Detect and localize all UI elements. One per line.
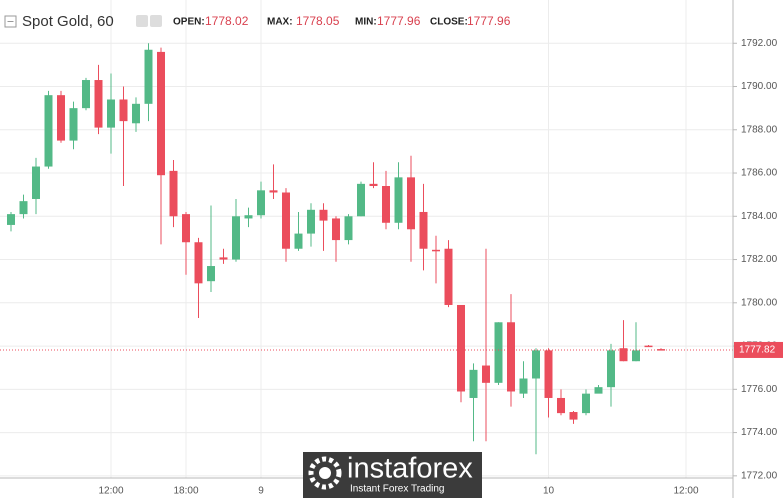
x-tick-label: 12:00	[98, 486, 123, 497]
candle-body	[19, 201, 28, 215]
candle-body	[32, 166, 40, 199]
candle-body	[357, 183, 365, 217]
candle-body	[482, 365, 490, 383]
candle-body	[407, 177, 415, 230]
candle-body	[469, 369, 478, 398]
candle-body	[282, 192, 290, 249]
candle-body	[207, 266, 215, 282]
watermark-logo-core	[319, 467, 331, 479]
candle-body	[169, 170, 178, 217]
collapse-icon[interactable]	[4, 15, 17, 28]
candle-body	[44, 95, 53, 167]
candle-body	[69, 108, 78, 141]
y-tick-label: 1792.00	[741, 38, 778, 49]
y-tick-label: 1784.00	[741, 211, 778, 222]
candle-body	[644, 345, 653, 348]
watermark-tagline: Instant Forex Trading	[350, 484, 445, 495]
candle-body	[457, 304, 465, 392]
candle-body	[219, 257, 228, 260]
candle-body	[607, 350, 615, 388]
candle-body	[319, 209, 328, 221]
header: Spot Gold, 60	[4, 13, 162, 30]
candle-body	[507, 322, 515, 392]
y-tick-label: 1776.00	[741, 384, 778, 395]
candle-body	[269, 190, 278, 193]
candle-body	[182, 214, 190, 243]
ohlc-fields: OPEN: 1778.02 MAX: 1778.05 MIN: 1777.96 CLOSE:…	[173, 14, 511, 28]
candle-body	[94, 80, 103, 128]
candle-body	[582, 393, 590, 414]
candle-body	[494, 322, 503, 383]
candle-body	[332, 218, 340, 241]
x-tick-label: 10	[543, 486, 555, 497]
icon[interactable]	[136, 15, 148, 27]
y-tick-label: 1790.00	[741, 81, 778, 92]
field-label: OPEN:	[173, 17, 205, 28]
field-value: 1778.05	[296, 14, 340, 28]
candle-body	[194, 242, 203, 284]
candle-body	[569, 412, 578, 420]
candle-body	[157, 51, 165, 176]
y-tick-label: 1772.00	[741, 470, 778, 481]
candle-body	[369, 183, 378, 187]
candle-body	[119, 99, 128, 122]
y-tick-label: 1780.00	[741, 297, 778, 308]
candle-body	[419, 211, 428, 249]
field-label: MIN:	[355, 17, 377, 28]
axes: 1772.001774.001776.001778.001780.001782.…	[98, 38, 783, 497]
candle-body	[632, 350, 640, 362]
candle-body	[294, 233, 303, 249]
candle-body	[344, 216, 353, 241]
candle-body	[232, 216, 240, 260]
candle-body	[394, 177, 403, 223]
x-tick-label: 12:00	[673, 486, 698, 497]
x-tick-label: 9	[258, 486, 264, 497]
candle-body	[432, 249, 440, 252]
candle-body	[257, 190, 265, 216]
y-tick-label: 1786.00	[741, 168, 778, 179]
candle-body	[519, 378, 528, 394]
candle-body	[7, 214, 15, 225]
field-label: MAX:	[267, 17, 293, 28]
plot	[0, 43, 733, 455]
x-tick-label: 18:00	[173, 486, 198, 497]
candle-body	[557, 397, 565, 414]
candle-body	[532, 350, 540, 379]
watermark-brand: instaforex	[347, 453, 473, 485]
watermark: instaforex Instant Forex Trading	[303, 452, 482, 498]
symbol: Spot Gold, 60	[22, 13, 114, 30]
candle-body	[594, 387, 603, 394]
candle-body	[57, 95, 65, 141]
candle-body	[132, 103, 140, 124]
y-tick-label: 1782.00	[741, 254, 778, 265]
icon[interactable]	[150, 15, 162, 27]
field-value: 1777.96	[377, 14, 421, 28]
field-value: 1778.02	[205, 14, 249, 28]
candle-body	[244, 215, 253, 219]
y-tick-label: 1774.00	[741, 427, 778, 438]
y-tick-label: 1788.00	[741, 124, 778, 135]
candle-body	[544, 350, 553, 398]
candle-body	[107, 99, 115, 128]
field-value: 1777.96	[467, 14, 511, 28]
candle-body	[444, 248, 453, 305]
field-label: CLOSE:	[430, 17, 468, 28]
candle-body	[307, 209, 315, 234]
last-price-label: 1777.82	[739, 345, 776, 356]
last-price-box	[734, 341, 783, 358]
candle-body	[144, 49, 153, 104]
candle-body	[619, 348, 628, 362]
candle-body	[382, 186, 390, 223]
watermark-logo	[308, 456, 342, 490]
candle-body	[82, 80, 90, 109]
